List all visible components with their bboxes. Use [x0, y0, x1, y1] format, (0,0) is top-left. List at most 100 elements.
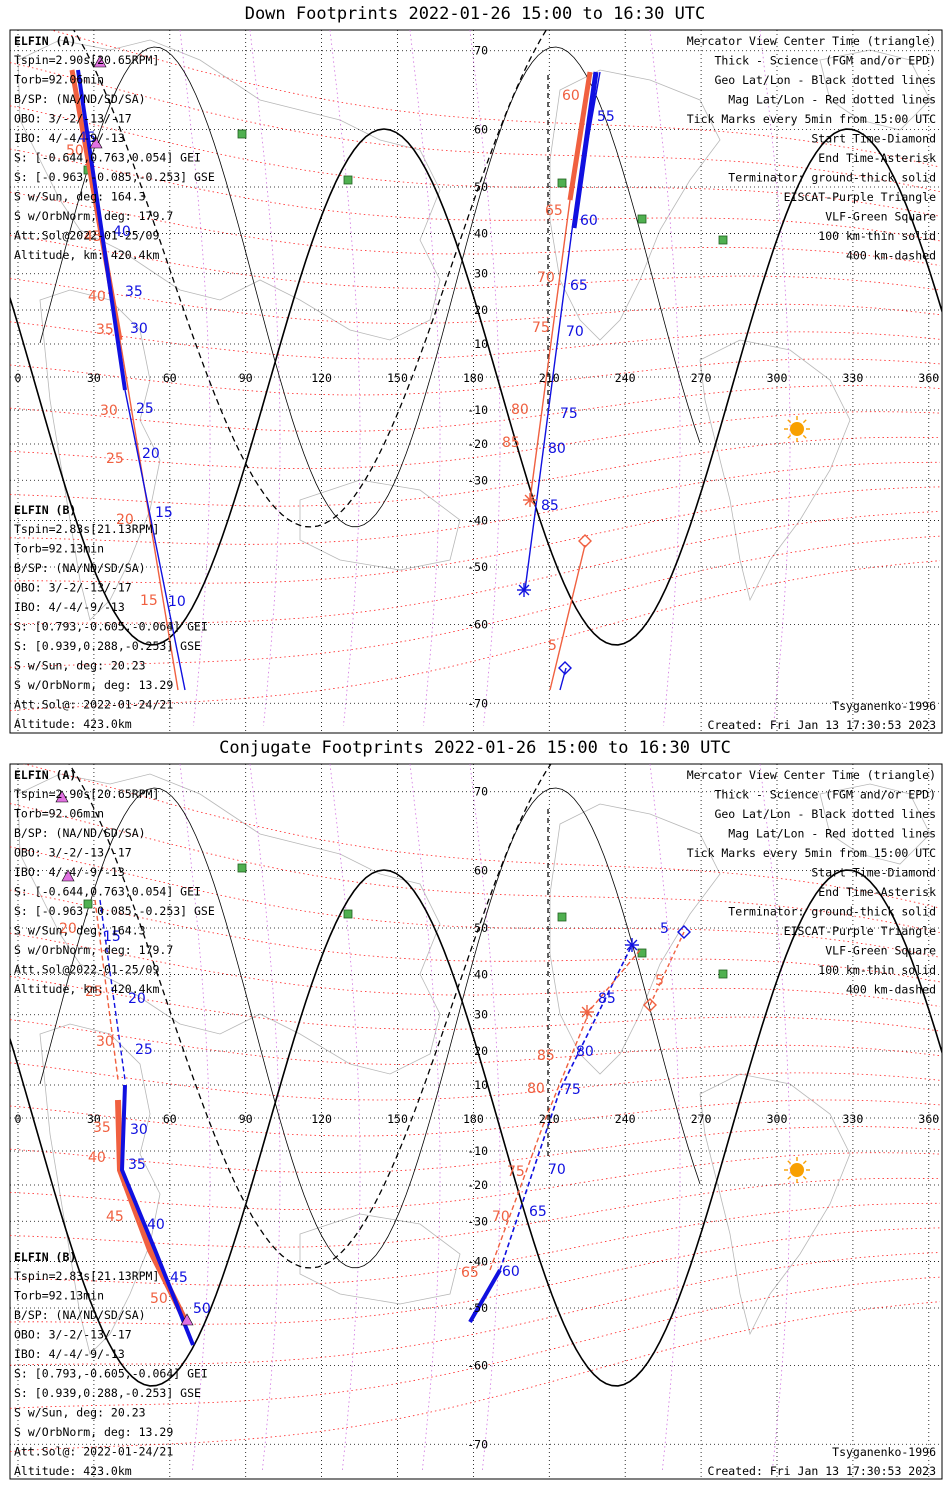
sat-a-tick-label: 20 — [142, 446, 160, 462]
lon-tick-label: 300 — [767, 371, 788, 385]
lat-tick-label: -30 — [467, 1214, 488, 1228]
mag-parallel — [10, 191, 941, 266]
sat-b-info-line: Altitude: 423.0km — [14, 1464, 132, 1478]
lat-tick-label: 60 — [474, 863, 488, 877]
sat-b-info-line: Att.Sol@: 2022-01-24/21 — [14, 1445, 173, 1459]
lon-tick-label: 240 — [615, 371, 636, 385]
legend-item: Thick - Science (FGM and/or EPD) — [714, 788, 936, 802]
lat-tick-label: -40 — [467, 1254, 488, 1268]
sat-a-tick-label: 30 — [130, 1122, 148, 1138]
lon-tick-label: 0 — [15, 1112, 22, 1126]
sat-a-info-line: S w/OrbNorm, deg: 179.7 — [14, 943, 173, 957]
sat-b-tick-label: 30 — [100, 403, 118, 419]
land-outline — [299, 1213, 461, 1305]
sat-a-track-east — [499, 944, 633, 1271]
lat-tick-label: 30 — [474, 1008, 488, 1022]
sat-a-tick-label: 25 — [136, 401, 154, 417]
sat-b-info-line: S w/OrbNorm, deg: 13.29 — [14, 678, 173, 692]
sat-a-info-line: Tspin=2.90s[20.65RPM] — [14, 787, 159, 801]
sat-b-tick-label: 50 — [150, 1291, 168, 1307]
lon-tick-label: 360 — [918, 1112, 939, 1126]
sat-a-info-line: OBO: 3/-2/-13/-17 — [14, 846, 132, 860]
sat-b-info-line: Torb=92.13min — [14, 1289, 104, 1303]
sat-a-tick-label: 45 — [78, 130, 96, 146]
sat-b-start-diamond — [578, 534, 592, 548]
sat-a-tick-label: 65 — [570, 278, 588, 294]
mag-parallel — [10, 148, 941, 242]
mag-parallel — [10, 560, 941, 711]
sat-a-info-line: Altitude, km: 420.4km — [14, 982, 159, 996]
legend-item: 100 km-thin solid — [818, 229, 936, 243]
lat-tick-label: -50 — [467, 1301, 488, 1315]
sat-b-tick-label: 70 — [492, 1209, 510, 1225]
sun-ray — [787, 1160, 792, 1165]
mag-grid — [10, 30, 941, 711]
lat-tick-label: 10 — [474, 337, 488, 351]
sat-b-track-east — [489, 949, 641, 1271]
terminator-ground — [10, 128, 942, 646]
lon-tick-label: 90 — [239, 1112, 253, 1126]
sun-disk — [790, 1163, 804, 1177]
legend-item: 400 km-dashed — [846, 249, 936, 263]
model-name: Tsyganenko-1996 — [832, 1445, 936, 1459]
lon-tick-label: 180 — [463, 371, 484, 385]
terminator — [10, 764, 942, 1387]
mag-parallel — [10, 846, 941, 958]
lat-tick-label: 20 — [474, 303, 488, 317]
legend-item: Tick Marks every 5min from 15:00 UTC — [687, 846, 936, 860]
sat-b-tick-label: 80 — [511, 402, 529, 418]
sat-b-info-line: Tspin=2.83s[21.13RPM] — [14, 1269, 159, 1283]
legend-item: Mercator View Center Time (triangle) — [687, 768, 936, 782]
lon-tick-label: 210 — [539, 1112, 560, 1126]
sat-a-info-line: S w/Sun, deg: 164.3 — [14, 190, 146, 204]
sat-a-info-line: S: [-0.963,-0.085,-0.253] GSE — [14, 170, 215, 184]
vlf-green-square — [637, 214, 647, 224]
sat-b-track — [119, 339, 179, 691]
terminator-ground — [10, 869, 942, 1387]
sun-disk — [790, 422, 804, 436]
sat-a-info-line: B/SP: (NA/ND/SD/SA) — [14, 92, 146, 106]
panel-title-down: Down Footprints 2022-01-26 15:00 to 16:3… — [244, 4, 706, 24]
legend-item: 400 km-dashed — [846, 983, 936, 997]
asterisk-stroke — [581, 1006, 593, 1018]
sun-icon — [784, 1157, 810, 1183]
sat-a-info-line: Altitude, km: 420.4km — [14, 248, 159, 262]
lon-tick-label: 210 — [539, 371, 560, 385]
sat-a-tick-label: 5 — [660, 921, 669, 937]
legend-item: EISCAT-Purple Triangle — [784, 190, 936, 204]
sat-b-tick-label: 65 — [545, 203, 563, 219]
lon-tick-label: 270 — [691, 1112, 712, 1126]
map-area — [10, 30, 942, 733]
asterisk-stroke — [626, 939, 638, 951]
coastlines — [17, 773, 931, 1355]
legend-item: Geo Lat/Lon - Black dotted lines — [714, 807, 936, 821]
sat-b-info-line: S w/OrbNorm, deg: 13.29 — [14, 1425, 173, 1439]
sat-a-info-line: Tspin=2.90s[20.65RPM] — [14, 53, 159, 67]
legend-item: Terminator: ground-thick solid — [728, 171, 936, 185]
lat-tick-label: 30 — [474, 267, 488, 281]
mag-parallel — [10, 235, 941, 291]
mag-parallel — [10, 105, 941, 217]
legend-item: VLF-Green Square — [825, 210, 936, 224]
mag-meridian — [329, 30, 361, 727]
mag-parallel — [10, 1301, 941, 1452]
axis-labels: 0 30 60 90 120 150 180 210 240 270 300 330 360 70 60 50… — [15, 785, 940, 1452]
sat-a-tick-label: 55 — [597, 109, 615, 125]
mag-meridian — [759, 30, 791, 727]
lon-tick-label: 300 — [767, 1112, 788, 1126]
sat-a-start-diamond — [558, 661, 572, 675]
sat-a-science — [119, 1084, 195, 1346]
sat-a-tick-label: 10 — [168, 594, 186, 610]
sat-a-tick-label: 85 — [598, 991, 616, 1007]
sat-a-info-line: Att.Sol@2022-01-25/09 — [14, 229, 159, 243]
sat-a-info: ELFIN (A) Tspin=2.90s[20.65RPM] Torb=92.06… — [14, 34, 215, 262]
mag-parallel — [10, 1177, 941, 1248]
sat-a-tick-label: 50 — [193, 1301, 211, 1317]
land-outline — [699, 339, 851, 602]
lat-tick-label: 10 — [474, 1078, 488, 1092]
sat-b-info-line: Tspin=2.83s[21.13RPM] — [14, 522, 159, 536]
sat-a-tick-label: 15 — [103, 929, 121, 945]
satellite-tracks — [69, 69, 601, 691]
sat-a-info-line: Torb=92.06min — [14, 73, 104, 87]
vlf-green-square — [718, 235, 728, 245]
